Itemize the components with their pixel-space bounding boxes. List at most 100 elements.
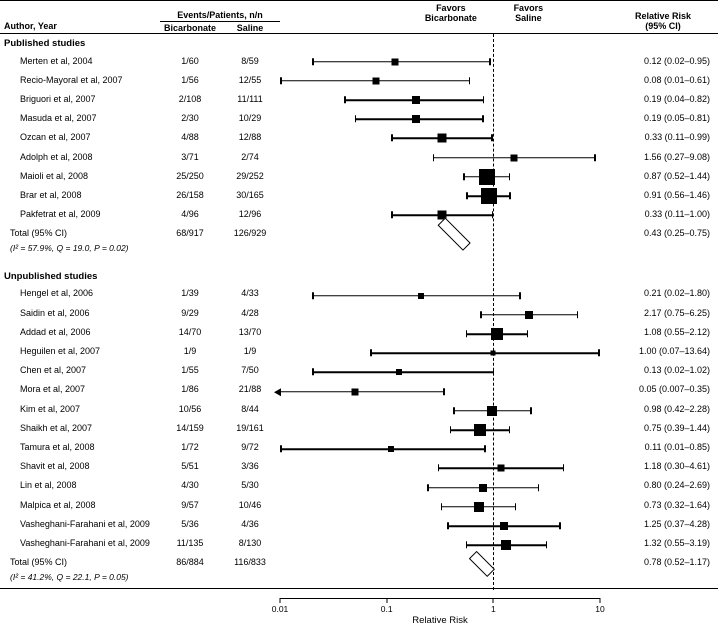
events-saline: 7/50 <box>220 365 280 375</box>
total-label: Total (95% CI) <box>0 228 160 238</box>
study-author: Ozcan et al, 2007 <box>0 132 160 142</box>
study-author: Pakfetrat et al, 2009 <box>0 209 160 219</box>
rr-text: 0.75 (0.39–1.44) <box>608 423 718 433</box>
events-saline: 10/29 <box>220 113 280 123</box>
point-marker <box>437 134 446 143</box>
total-bicarb: 68/917 <box>160 228 220 238</box>
study-author: Vasheghani-Farahani et al, 2009 <box>0 519 160 529</box>
point-marker <box>479 169 495 185</box>
study-author: Mora et al, 2007 <box>0 384 160 394</box>
x-axis: 0.010.1110Relative Risk <box>280 598 600 628</box>
point-marker <box>500 522 508 530</box>
events-bicarb: 9/29 <box>160 308 220 318</box>
total-rr-text: 0.78 (0.52–1.17) <box>608 557 718 567</box>
point-marker <box>418 293 424 299</box>
study-author: Chen et al, 2007 <box>0 365 160 375</box>
summary-diamond <box>469 551 495 577</box>
study-author: Shaikh et al, 2007 <box>0 423 160 433</box>
axis-tick-label: 10 <box>595 604 604 614</box>
events-saline: 3/36 <box>220 461 280 471</box>
axis-line <box>280 598 600 599</box>
point-marker <box>396 369 402 375</box>
ci-line <box>280 448 486 450</box>
ci-line <box>312 372 494 374</box>
study-author: Masuda et al, 2007 <box>0 113 160 123</box>
rr-text: 0.98 (0.42–2.28) <box>608 404 718 414</box>
events-saline: 21/88 <box>220 384 280 394</box>
point-marker <box>373 77 380 84</box>
rr-text: 0.33 (0.11–1.00) <box>608 209 718 219</box>
axis-tick <box>493 598 494 603</box>
axis-title: Relative Risk <box>412 615 467 626</box>
events-saline: 12/88 <box>220 132 280 142</box>
events-saline: 4/36 <box>220 519 280 529</box>
events-saline: 29/252 <box>220 171 280 181</box>
study-author: Lin et al, 2008 <box>0 480 160 490</box>
study-author: Hengel et al, 2006 <box>0 288 160 298</box>
ci-line <box>312 61 491 63</box>
rr-text: 0.13 (0.02–1.02) <box>608 365 718 375</box>
events-saline: 8/59 <box>220 56 280 66</box>
total-label: Total (95% CI) <box>0 557 160 567</box>
ci-line <box>280 391 445 393</box>
point-marker <box>481 188 497 204</box>
point-marker <box>525 311 533 319</box>
rr-text: 0.11 (0.01–0.85) <box>608 442 718 452</box>
study-author: Saidin et al, 2006 <box>0 308 160 318</box>
events-bicarb: 1/56 <box>160 75 220 85</box>
events-saline: 12/55 <box>220 75 280 85</box>
point-marker <box>392 58 399 65</box>
rr-text: 1.08 (0.55–2.12) <box>608 327 718 337</box>
events-bicarb: 14/70 <box>160 327 220 337</box>
axis-tick <box>280 598 281 603</box>
events-bicarb: 11/135 <box>160 538 220 548</box>
events-saline: 4/33 <box>220 288 280 298</box>
point-marker <box>412 96 420 104</box>
study-author: Malpica et al, 2008 <box>0 500 160 510</box>
point-marker <box>351 388 358 395</box>
favors-saline-label: Favors Saline <box>498 4 558 24</box>
rr-text: 0.12 (0.02–0.95) <box>608 56 718 66</box>
events-bicarb: 9/57 <box>160 500 220 510</box>
events-saline: 11/111 <box>220 94 280 104</box>
study-author: Recio-Mayoral et al, 2007 <box>0 75 160 85</box>
axis-tick-label: 0.1 <box>381 604 393 614</box>
events-bicarb: 1/39 <box>160 288 220 298</box>
header-events: Events/Patients, n/n BicarbonateSaline <box>160 10 280 33</box>
events-bicarb: 10/56 <box>160 404 220 414</box>
events-bicarb: 5/36 <box>160 519 220 529</box>
events-bicarb: 3/71 <box>160 152 220 162</box>
header-rr: Relative Risk (95% CI) <box>608 11 718 33</box>
rr-text: 0.08 (0.01–0.61) <box>608 75 718 85</box>
rr-text: 0.73 (0.32–1.64) <box>608 500 718 510</box>
total-saline: 116/833 <box>220 557 280 567</box>
events-saline: 30/165 <box>220 190 280 200</box>
ci-line <box>370 352 600 354</box>
rr-text: 0.05 (0.007–0.35) <box>608 384 718 394</box>
events-bicarb: 1/72 <box>160 442 220 452</box>
events-saline: 8/130 <box>220 538 280 548</box>
rr-text: 2.17 (0.75–6.25) <box>608 308 718 318</box>
events-saline: 9/72 <box>220 442 280 452</box>
study-author: Merten et al, 2004 <box>0 56 160 66</box>
study-author: Brar et al, 2008 <box>0 190 160 200</box>
events-bicarb: 4/96 <box>160 209 220 219</box>
rr-text: 1.00 (0.07–13.64) <box>608 346 718 356</box>
point-marker <box>412 115 420 123</box>
events-bicarb: 25/250 <box>160 171 220 181</box>
rr-text: 1.18 (0.30–4.61) <box>608 461 718 471</box>
point-marker <box>388 446 394 452</box>
study-author: Maioli et al, 2008 <box>0 171 160 181</box>
point-marker <box>479 484 487 492</box>
events-bicarb: 4/88 <box>160 132 220 142</box>
point-marker <box>474 502 484 512</box>
point-marker <box>474 424 486 436</box>
total-bicarb: 86/884 <box>160 557 220 567</box>
favors-bicarb-label: Favors Bicarbonate <box>413 4 488 24</box>
ci-line <box>312 295 520 297</box>
rr-text: 1.32 (0.55–3.19) <box>608 538 718 548</box>
rr-text: 0.80 (0.24–2.69) <box>608 480 718 490</box>
rr-text: 0.33 (0.11–0.99) <box>608 132 718 142</box>
events-bicarb: 14/159 <box>160 423 220 433</box>
events-bicarb: 1/55 <box>160 365 220 375</box>
